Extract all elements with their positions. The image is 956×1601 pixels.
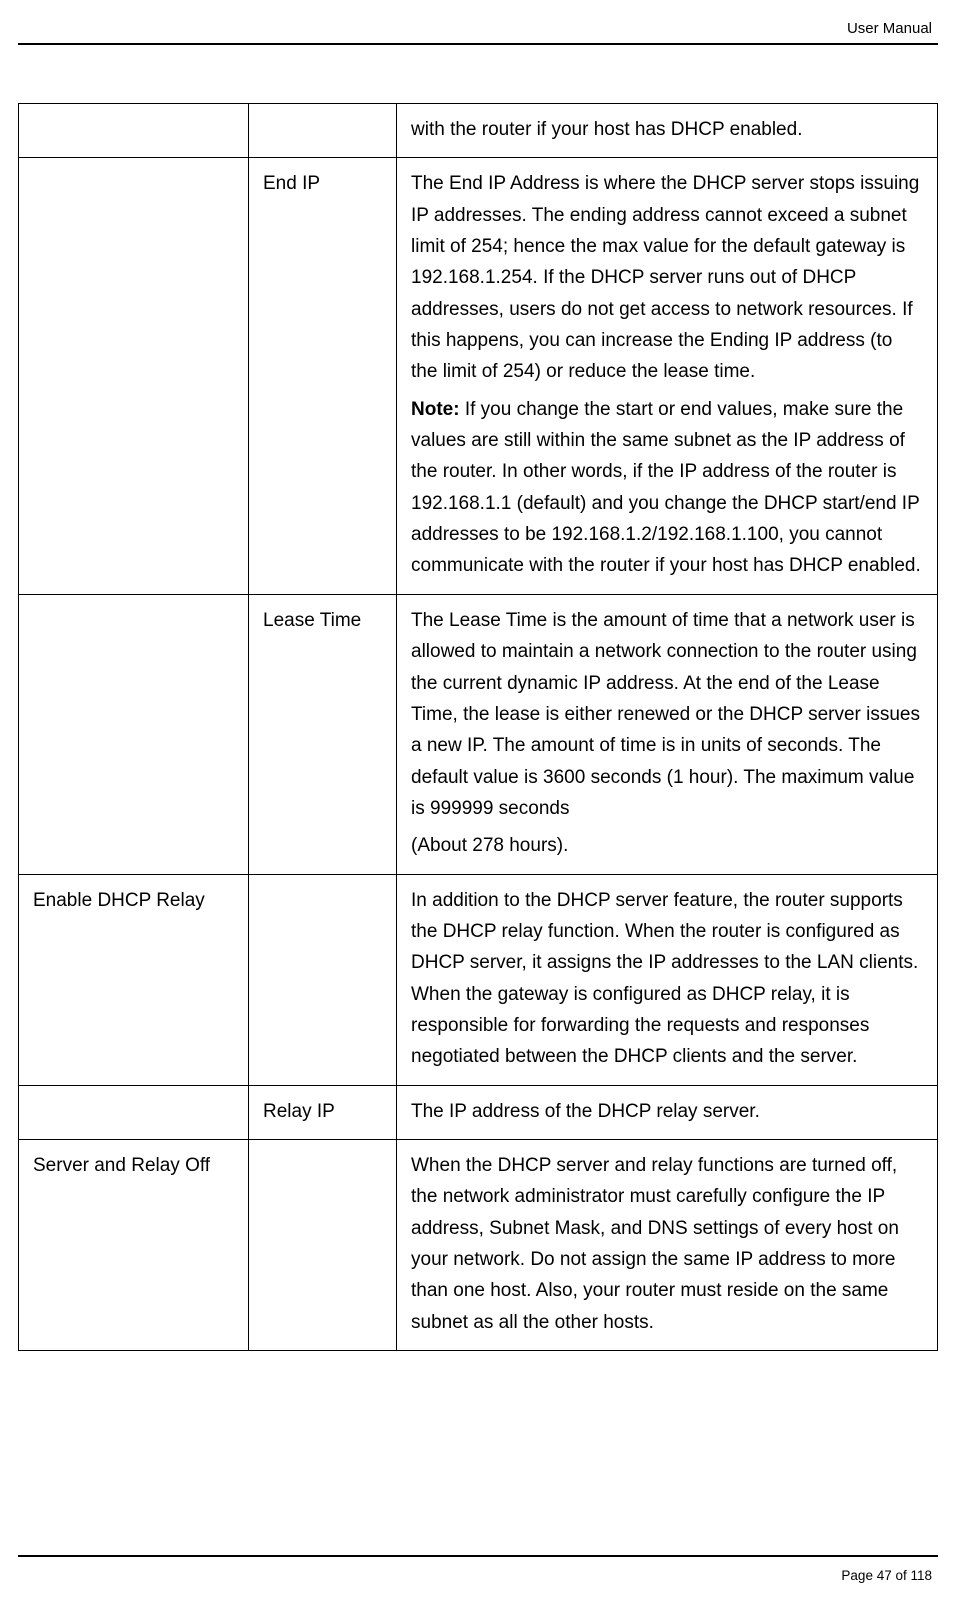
table-row: Relay IP The IP address of the DHCP rela… xyxy=(19,1085,938,1139)
cell-description: The IP address of the DHCP relay server. xyxy=(397,1085,938,1139)
cell-description: When the DHCP server and relay functions… xyxy=(397,1139,938,1350)
cell-description: with the router if your host has DHCP en… xyxy=(397,104,938,158)
settings-table: with the router if your host has DHCP en… xyxy=(18,103,938,1351)
cell-category xyxy=(19,158,249,594)
cell-field: Lease Time xyxy=(249,594,397,874)
cell-description: The End IP Address is where the DHCP ser… xyxy=(397,158,938,594)
cell-description: In addition to the DHCP server feature, … xyxy=(397,874,938,1085)
description-text: The End IP Address is where the DHCP ser… xyxy=(411,168,923,387)
description-text: with the router if your host has DHCP en… xyxy=(411,119,802,140)
table-row: Server and Relay Off When the DHCP serve… xyxy=(19,1139,938,1350)
cell-category xyxy=(19,104,249,158)
cell-field xyxy=(249,1139,397,1350)
cell-field: Relay IP xyxy=(249,1085,397,1139)
description-note: Note: If you change the start or end val… xyxy=(411,394,923,582)
page-number: Page 47 of 118 xyxy=(841,1568,932,1583)
description-text: When the DHCP server and relay functions… xyxy=(411,1155,899,1333)
header-divider xyxy=(18,43,938,45)
table-row: End IP The End IP Address is where the D… xyxy=(19,158,938,594)
note-label: Note: xyxy=(411,399,460,420)
cell-field xyxy=(249,104,397,158)
cell-category: Enable DHCP Relay xyxy=(19,874,249,1085)
description-text: The Lease Time is the amount of time tha… xyxy=(411,605,923,824)
cell-field xyxy=(249,874,397,1085)
cell-category xyxy=(19,594,249,874)
description-text: The IP address of the DHCP relay server. xyxy=(411,1101,760,1122)
document-page: User Manual with the router if your host… xyxy=(0,0,956,1601)
cell-category xyxy=(19,1085,249,1139)
description-text-secondary: (About 278 hours). xyxy=(411,830,923,861)
footer-divider xyxy=(18,1555,938,1557)
description-text: In addition to the DHCP server feature, … xyxy=(411,890,918,1068)
table-row: Enable DHCP Relay In addition to the DHC… xyxy=(19,874,938,1085)
cell-description: The Lease Time is the amount of time tha… xyxy=(397,594,938,874)
note-text: If you change the start or end values, m… xyxy=(411,399,921,577)
header-title: User Manual xyxy=(18,20,938,43)
cell-category: Server and Relay Off xyxy=(19,1139,249,1350)
cell-field: End IP xyxy=(249,158,397,594)
table-row: Lease Time The Lease Time is the amount … xyxy=(19,594,938,874)
table-row: with the router if your host has DHCP en… xyxy=(19,104,938,158)
